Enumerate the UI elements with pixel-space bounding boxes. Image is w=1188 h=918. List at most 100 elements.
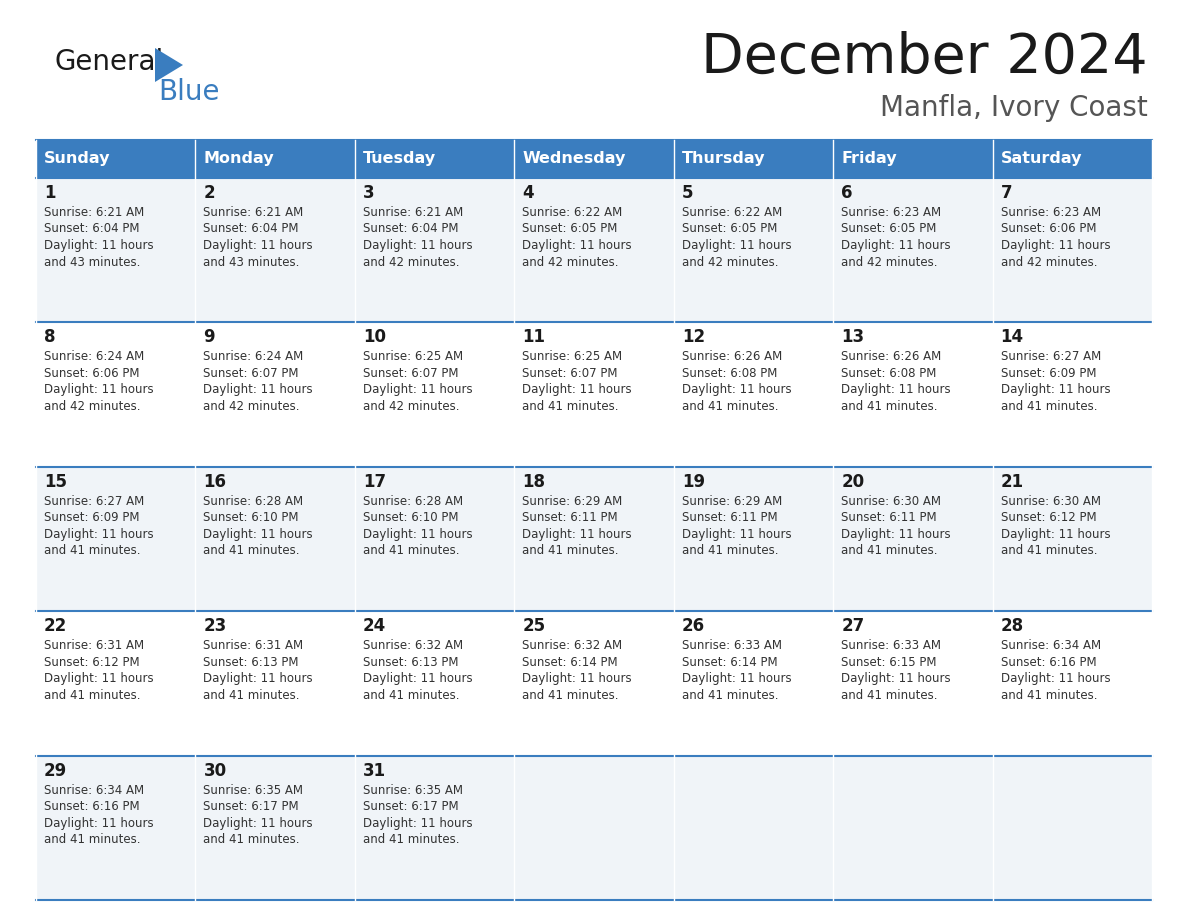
Text: Sunset: 6:16 PM: Sunset: 6:16 PM (44, 800, 140, 813)
Text: and 43 minutes.: and 43 minutes. (44, 255, 140, 268)
Bar (992, 611, 1152, 756)
Text: Sunrise: 6:33 AM: Sunrise: 6:33 AM (682, 639, 782, 652)
Bar (674, 322, 833, 466)
Text: Sunset: 6:13 PM: Sunset: 6:13 PM (362, 655, 459, 668)
Text: Sunrise: 6:30 AM: Sunrise: 6:30 AM (841, 495, 941, 508)
Text: Wednesday: Wednesday (523, 151, 626, 166)
Bar (36, 756, 196, 900)
Text: Daylight: 11 hours: Daylight: 11 hours (362, 672, 473, 685)
Text: Sunrise: 6:33 AM: Sunrise: 6:33 AM (841, 639, 941, 652)
Text: Daylight: 11 hours: Daylight: 11 hours (1000, 528, 1111, 541)
Text: Daylight: 11 hours: Daylight: 11 hours (203, 384, 314, 397)
Text: Sunrise: 6:21 AM: Sunrise: 6:21 AM (362, 206, 463, 219)
Text: Daylight: 11 hours: Daylight: 11 hours (362, 817, 473, 830)
Bar (36, 322, 196, 466)
Bar (674, 140, 833, 178)
Text: 18: 18 (523, 473, 545, 491)
Bar (833, 140, 992, 178)
Text: Daylight: 11 hours: Daylight: 11 hours (682, 239, 791, 252)
Text: Daylight: 11 hours: Daylight: 11 hours (44, 817, 153, 830)
Text: Daylight: 11 hours: Daylight: 11 hours (523, 528, 632, 541)
Polygon shape (154, 48, 183, 82)
Text: Sunrise: 6:25 AM: Sunrise: 6:25 AM (362, 351, 463, 364)
Text: Manfla, Ivory Coast: Manfla, Ivory Coast (880, 94, 1148, 122)
Bar (514, 611, 674, 756)
Text: and 41 minutes.: and 41 minutes. (841, 400, 937, 413)
Text: Sunset: 6:10 PM: Sunset: 6:10 PM (362, 511, 459, 524)
Text: 4: 4 (523, 184, 533, 202)
Text: Sunrise: 6:24 AM: Sunrise: 6:24 AM (44, 351, 144, 364)
Text: 28: 28 (1000, 617, 1024, 635)
Text: and 42 minutes.: and 42 minutes. (841, 255, 937, 268)
Text: Sunset: 6:08 PM: Sunset: 6:08 PM (841, 367, 936, 380)
Text: and 43 minutes.: and 43 minutes. (203, 255, 299, 268)
Bar (355, 140, 514, 178)
Bar (992, 322, 1152, 466)
Text: and 41 minutes.: and 41 minutes. (682, 544, 778, 557)
Text: Sunset: 6:13 PM: Sunset: 6:13 PM (203, 655, 299, 668)
Text: Daylight: 11 hours: Daylight: 11 hours (682, 528, 791, 541)
Text: 7: 7 (1000, 184, 1012, 202)
Text: Daylight: 11 hours: Daylight: 11 hours (203, 672, 314, 685)
Text: General: General (55, 48, 164, 76)
Text: Sunset: 6:04 PM: Sunset: 6:04 PM (362, 222, 459, 236)
Text: Daylight: 11 hours: Daylight: 11 hours (841, 528, 950, 541)
Text: and 41 minutes.: and 41 minutes. (841, 544, 937, 557)
Text: 29: 29 (44, 762, 68, 779)
Text: Daylight: 11 hours: Daylight: 11 hours (841, 384, 950, 397)
Text: Sunset: 6:07 PM: Sunset: 6:07 PM (203, 367, 299, 380)
Bar (674, 756, 833, 900)
Text: Sunset: 6:07 PM: Sunset: 6:07 PM (523, 367, 618, 380)
Text: Sunrise: 6:25 AM: Sunrise: 6:25 AM (523, 351, 623, 364)
Text: and 41 minutes.: and 41 minutes. (44, 688, 140, 701)
Text: 19: 19 (682, 473, 704, 491)
Text: Tuesday: Tuesday (362, 151, 436, 166)
Text: Daylight: 11 hours: Daylight: 11 hours (523, 239, 632, 252)
Text: Sunset: 6:04 PM: Sunset: 6:04 PM (44, 222, 139, 236)
Text: and 42 minutes.: and 42 minutes. (523, 255, 619, 268)
Bar (196, 466, 355, 611)
Text: Daylight: 11 hours: Daylight: 11 hours (44, 672, 153, 685)
Text: and 41 minutes.: and 41 minutes. (362, 834, 460, 846)
Text: and 41 minutes.: and 41 minutes. (362, 688, 460, 701)
Text: Sunrise: 6:28 AM: Sunrise: 6:28 AM (203, 495, 304, 508)
Text: and 41 minutes.: and 41 minutes. (682, 688, 778, 701)
Text: Sunrise: 6:22 AM: Sunrise: 6:22 AM (682, 206, 782, 219)
Text: Sunrise: 6:29 AM: Sunrise: 6:29 AM (682, 495, 782, 508)
Text: 11: 11 (523, 329, 545, 346)
Text: Daylight: 11 hours: Daylight: 11 hours (203, 528, 314, 541)
Text: Daylight: 11 hours: Daylight: 11 hours (841, 239, 950, 252)
Text: Monday: Monday (203, 151, 274, 166)
Text: Sunset: 6:05 PM: Sunset: 6:05 PM (523, 222, 618, 236)
Text: Sunset: 6:11 PM: Sunset: 6:11 PM (841, 511, 937, 524)
Text: 31: 31 (362, 762, 386, 779)
Text: 26: 26 (682, 617, 704, 635)
Text: 2: 2 (203, 184, 215, 202)
Text: Sunset: 6:06 PM: Sunset: 6:06 PM (1000, 222, 1097, 236)
Text: and 41 minutes.: and 41 minutes. (1000, 544, 1097, 557)
Text: 20: 20 (841, 473, 864, 491)
Text: and 41 minutes.: and 41 minutes. (523, 544, 619, 557)
Text: Sunrise: 6:26 AM: Sunrise: 6:26 AM (841, 351, 941, 364)
Bar (674, 611, 833, 756)
Text: Daylight: 11 hours: Daylight: 11 hours (523, 384, 632, 397)
Text: 25: 25 (523, 617, 545, 635)
Text: Sunset: 6:11 PM: Sunset: 6:11 PM (523, 511, 618, 524)
Text: Sunset: 6:10 PM: Sunset: 6:10 PM (203, 511, 299, 524)
Bar (514, 756, 674, 900)
Text: Daylight: 11 hours: Daylight: 11 hours (362, 528, 473, 541)
Text: Daylight: 11 hours: Daylight: 11 hours (362, 239, 473, 252)
Text: 22: 22 (44, 617, 68, 635)
Text: Sunrise: 6:34 AM: Sunrise: 6:34 AM (1000, 639, 1101, 652)
Text: 12: 12 (682, 329, 704, 346)
Text: 27: 27 (841, 617, 865, 635)
Text: Sunrise: 6:27 AM: Sunrise: 6:27 AM (44, 495, 144, 508)
Text: 1: 1 (44, 184, 56, 202)
Text: 10: 10 (362, 329, 386, 346)
Text: 24: 24 (362, 617, 386, 635)
Text: Sunrise: 6:28 AM: Sunrise: 6:28 AM (362, 495, 463, 508)
Text: Sunrise: 6:29 AM: Sunrise: 6:29 AM (523, 495, 623, 508)
Text: Sunrise: 6:27 AM: Sunrise: 6:27 AM (1000, 351, 1101, 364)
Text: and 41 minutes.: and 41 minutes. (841, 688, 937, 701)
Text: Saturday: Saturday (1000, 151, 1082, 166)
